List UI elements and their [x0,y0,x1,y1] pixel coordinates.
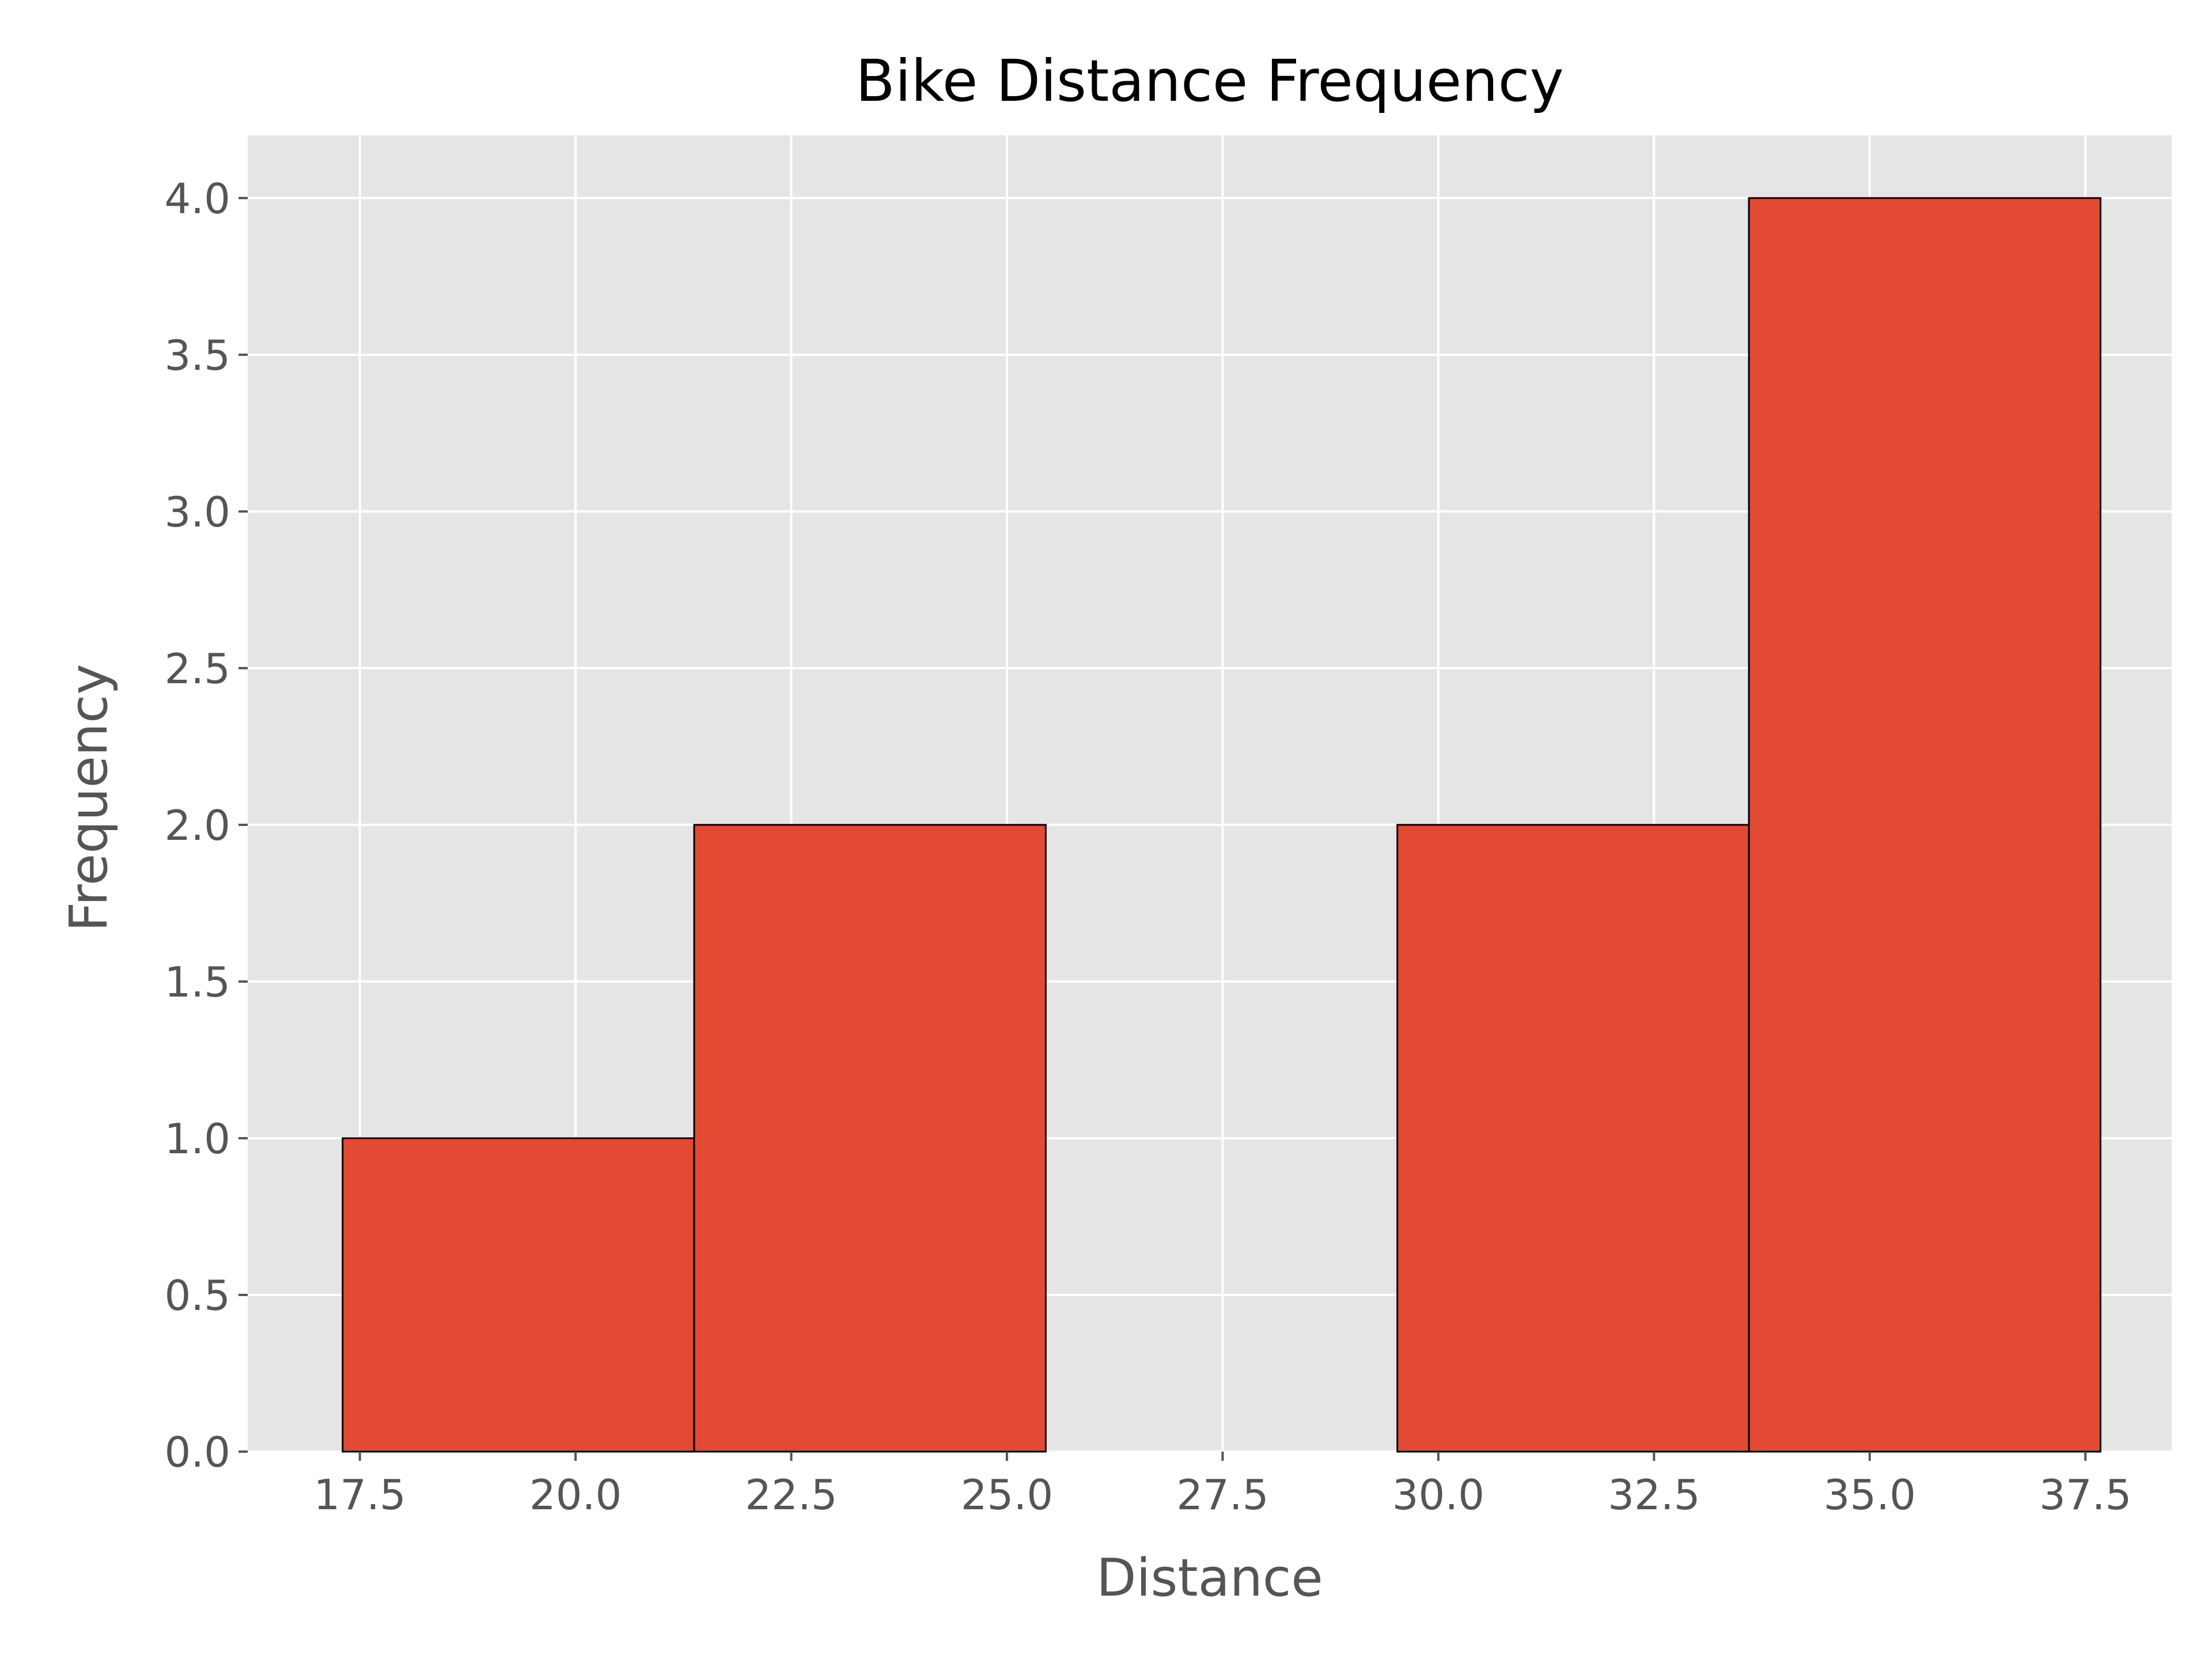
y-axis-ticks: 0.0 0.5 1.0 1.5 2.0 2.5 3.0 3.5 4.0 [164,175,248,1476]
x-tick-label: 35.0 [1824,1471,1916,1519]
x-axis-label: Distance [1096,1548,1323,1608]
x-tick-label: 27.5 [1176,1471,1268,1519]
x-tick-label: 25.0 [961,1471,1053,1519]
x-tick-label: 20.0 [529,1471,622,1519]
x-tick-label: 30.0 [1392,1471,1484,1519]
y-tick-label: 0.5 [164,1271,230,1320]
y-tick-label: 0.0 [164,1428,230,1476]
histogram-bar [1396,824,1750,1453]
x-tick-label: 22.5 [745,1471,837,1519]
histogram-bar [1748,197,2101,1453]
histogram-bar [342,1137,695,1453]
x-tick-label: 32.5 [1608,1471,1700,1519]
y-tick-label: 3.0 [164,488,230,536]
x-axis-ticks: 17.5 20.0 22.5 25.0 27.5 30.0 32.5 35.0 37.5 [314,1452,2131,1519]
histogram-bar [693,824,1047,1453]
x-tick-label: 37.5 [2039,1471,2131,1519]
y-tick-label: 4.0 [164,175,230,223]
bars [342,197,2101,1453]
y-tick-label: 2.5 [164,645,230,693]
y-tick-label: 2.0 [164,801,230,850]
y-tick-label: 1.5 [164,958,230,1006]
y-tick-label: 3.5 [164,331,230,380]
y-tick-label: 1.0 [164,1115,230,1163]
x-tick-label: 17.5 [314,1471,406,1519]
chart-title: Bike Distance Frequency [855,47,1564,115]
y-axis-label: Frequency [59,664,119,932]
